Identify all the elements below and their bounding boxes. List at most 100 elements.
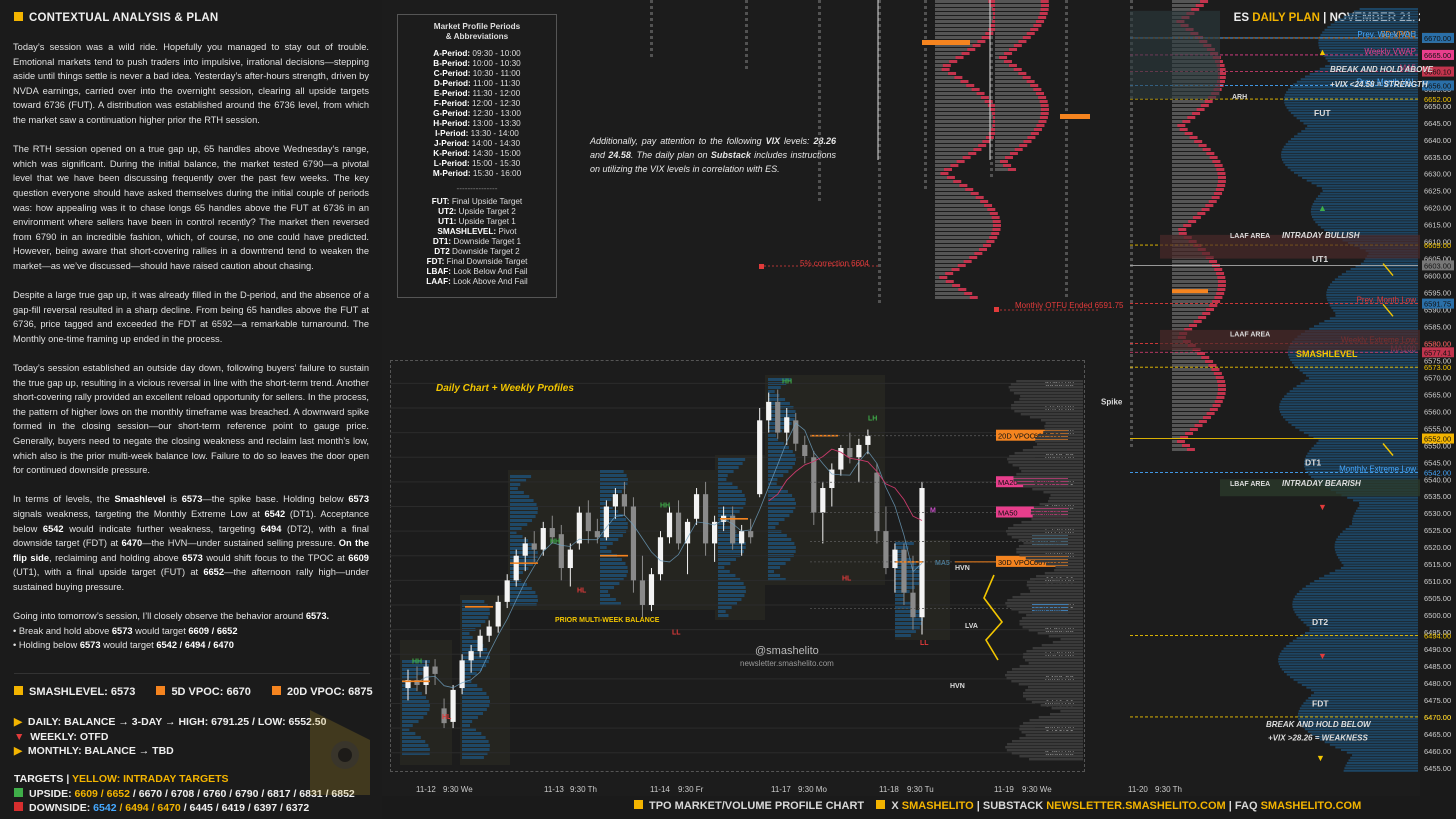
tpo-profile-edge bbox=[1033, 128, 1042, 131]
level-tag-name: 5D VPOC bbox=[1381, 30, 1416, 39]
tpo-profile-edge bbox=[943, 168, 952, 171]
tpo-letter bbox=[878, 108, 881, 111]
tpo-profile-bar bbox=[1172, 352, 1204, 355]
volume-profile-bar bbox=[1021, 617, 1083, 620]
tpo-volume-bar bbox=[1315, 221, 1418, 224]
tpo-profile-edge bbox=[954, 76, 963, 79]
swing-label: HL bbox=[442, 714, 452, 721]
mp-period-name: F-Period: bbox=[433, 99, 470, 108]
candle-body bbox=[405, 680, 411, 689]
tpo-profile-bar bbox=[935, 76, 961, 79]
tpo-volume-bar bbox=[1309, 327, 1418, 330]
tpo-volume-bar bbox=[1321, 187, 1418, 190]
weekly-volume-bar bbox=[600, 598, 616, 601]
tpo-profile-edge bbox=[1038, 120, 1047, 123]
tpo-volume-bar bbox=[1288, 421, 1418, 424]
tpo-volume-bar bbox=[1306, 686, 1418, 689]
tm-b2-tgt: 6542 / 6494 / 6470 bbox=[156, 640, 234, 651]
tpo-volume-bar bbox=[1297, 712, 1418, 715]
volume-profile-bar bbox=[1044, 428, 1083, 431]
vp-label: LVA bbox=[965, 623, 978, 630]
tpo-volume-bar bbox=[1359, 502, 1418, 504]
mp-period-name: B-Period: bbox=[433, 59, 471, 68]
downside-label: DOWNSIDE: bbox=[29, 802, 91, 814]
candle-body bbox=[459, 660, 465, 689]
candle-body bbox=[558, 534, 564, 569]
tpo-letter bbox=[1130, 162, 1133, 165]
tpo-volume-bar bbox=[1323, 54, 1418, 57]
weekly-volume-bar bbox=[718, 550, 744, 553]
tpo-profile-edge bbox=[1206, 152, 1215, 155]
tpo-profile-bar bbox=[995, 100, 1046, 103]
tpo-profile-bar bbox=[995, 4, 1047, 7]
lp-b11: 6652 bbox=[203, 567, 225, 578]
level-tag-bg bbox=[1422, 66, 1454, 77]
tpo-profile-bar bbox=[1172, 320, 1200, 323]
tpo-volume-bar bbox=[1324, 574, 1418, 577]
tpo-profile-bar bbox=[935, 296, 976, 299]
weekly-volume-bar bbox=[768, 562, 786, 565]
tpo-profile-bar bbox=[1172, 396, 1223, 399]
volume-profile-bar bbox=[1030, 512, 1083, 515]
tpo-profile-bar bbox=[935, 288, 965, 291]
candle-body bbox=[666, 512, 673, 538]
downside-blue: 6542 bbox=[93, 802, 117, 814]
footer-faq-link[interactable]: SMASHELITO.COM bbox=[1260, 800, 1362, 812]
tpo-y-tick-label: 6650.00 bbox=[1424, 102, 1451, 111]
weekly-volume-bar bbox=[895, 546, 909, 549]
tpo-letter bbox=[1065, 156, 1068, 159]
tpo-letter bbox=[818, 192, 821, 195]
tpo-letter bbox=[818, 180, 821, 183]
volume-profile-bar bbox=[1029, 416, 1083, 419]
level-tag-bg bbox=[1422, 80, 1454, 91]
weekly-volume-bar bbox=[462, 708, 487, 711]
tpo-letter bbox=[878, 174, 881, 177]
tpo-letter bbox=[924, 36, 927, 39]
tpo-profile-edge bbox=[1215, 188, 1224, 191]
tpo-profile-bar bbox=[1172, 116, 1194, 119]
tpo-volume-bar bbox=[1355, 509, 1418, 512]
tpo-profile-bar bbox=[1172, 204, 1212, 207]
tpo-profile-edge bbox=[1198, 144, 1207, 147]
tpo-profile-bar bbox=[995, 60, 1010, 63]
footer-x-link[interactable]: SMASHELITO bbox=[901, 800, 974, 812]
tpo-volume-bar bbox=[1324, 229, 1418, 231]
tpo-profile-edge bbox=[1217, 68, 1226, 71]
tpo-y-tick-label: 6480.00 bbox=[1424, 679, 1451, 688]
tpo-letter bbox=[1130, 444, 1133, 447]
tpo-volume-bar bbox=[1285, 143, 1418, 146]
tpo-volume-bar bbox=[1334, 278, 1418, 281]
tpo-letter bbox=[924, 138, 927, 141]
tpo-volume-bar bbox=[1320, 34, 1418, 36]
mp-abbrev-desc: Downside Target 1 bbox=[453, 237, 522, 246]
weekly-volume-bar bbox=[402, 688, 417, 691]
tpo-profile-edge bbox=[1178, 232, 1187, 235]
tpo-annotation: SMASHLEVEL bbox=[1296, 349, 1358, 359]
tpo-profile-edge bbox=[962, 156, 971, 159]
footer-x-label: X bbox=[891, 800, 899, 812]
tpo-volume-bar bbox=[1301, 130, 1418, 133]
tpo-letter bbox=[1130, 246, 1133, 249]
tpo-letter bbox=[878, 180, 881, 183]
level-tag-value: 6660.10 bbox=[1424, 68, 1451, 77]
tpo-volume-bar bbox=[1286, 91, 1418, 94]
tpo-profile-edge bbox=[1217, 392, 1226, 395]
volume-profile-bar bbox=[1049, 497, 1083, 500]
tpo-volume-bar bbox=[1363, 260, 1418, 263]
tpo-letter bbox=[818, 114, 821, 117]
footer: TPO MARKET/VOLUME PROFILE CHART X SMASHE… bbox=[634, 800, 1361, 812]
weekly-volume-bar bbox=[600, 562, 626, 565]
vp-label: HVN bbox=[955, 565, 970, 572]
level-tag-value: 6665.00 bbox=[1424, 51, 1451, 60]
tpo-volume-bar bbox=[1296, 117, 1418, 120]
tpo-volume-bar bbox=[1309, 629, 1418, 632]
weekly-volume-bar bbox=[462, 632, 470, 635]
tpo-profile-edge bbox=[942, 64, 951, 67]
tpo-letter bbox=[1130, 372, 1133, 375]
footer-substack-link[interactable]: NEWSLETTER.SMASHELITO.COM bbox=[1046, 800, 1226, 812]
weekly-volume-bar bbox=[462, 616, 489, 619]
tpo-letter bbox=[1130, 330, 1133, 333]
weekly-volume-bar bbox=[462, 620, 486, 623]
tpo-volume-bar bbox=[1317, 195, 1418, 198]
tpo-profile-bar bbox=[995, 136, 1034, 139]
